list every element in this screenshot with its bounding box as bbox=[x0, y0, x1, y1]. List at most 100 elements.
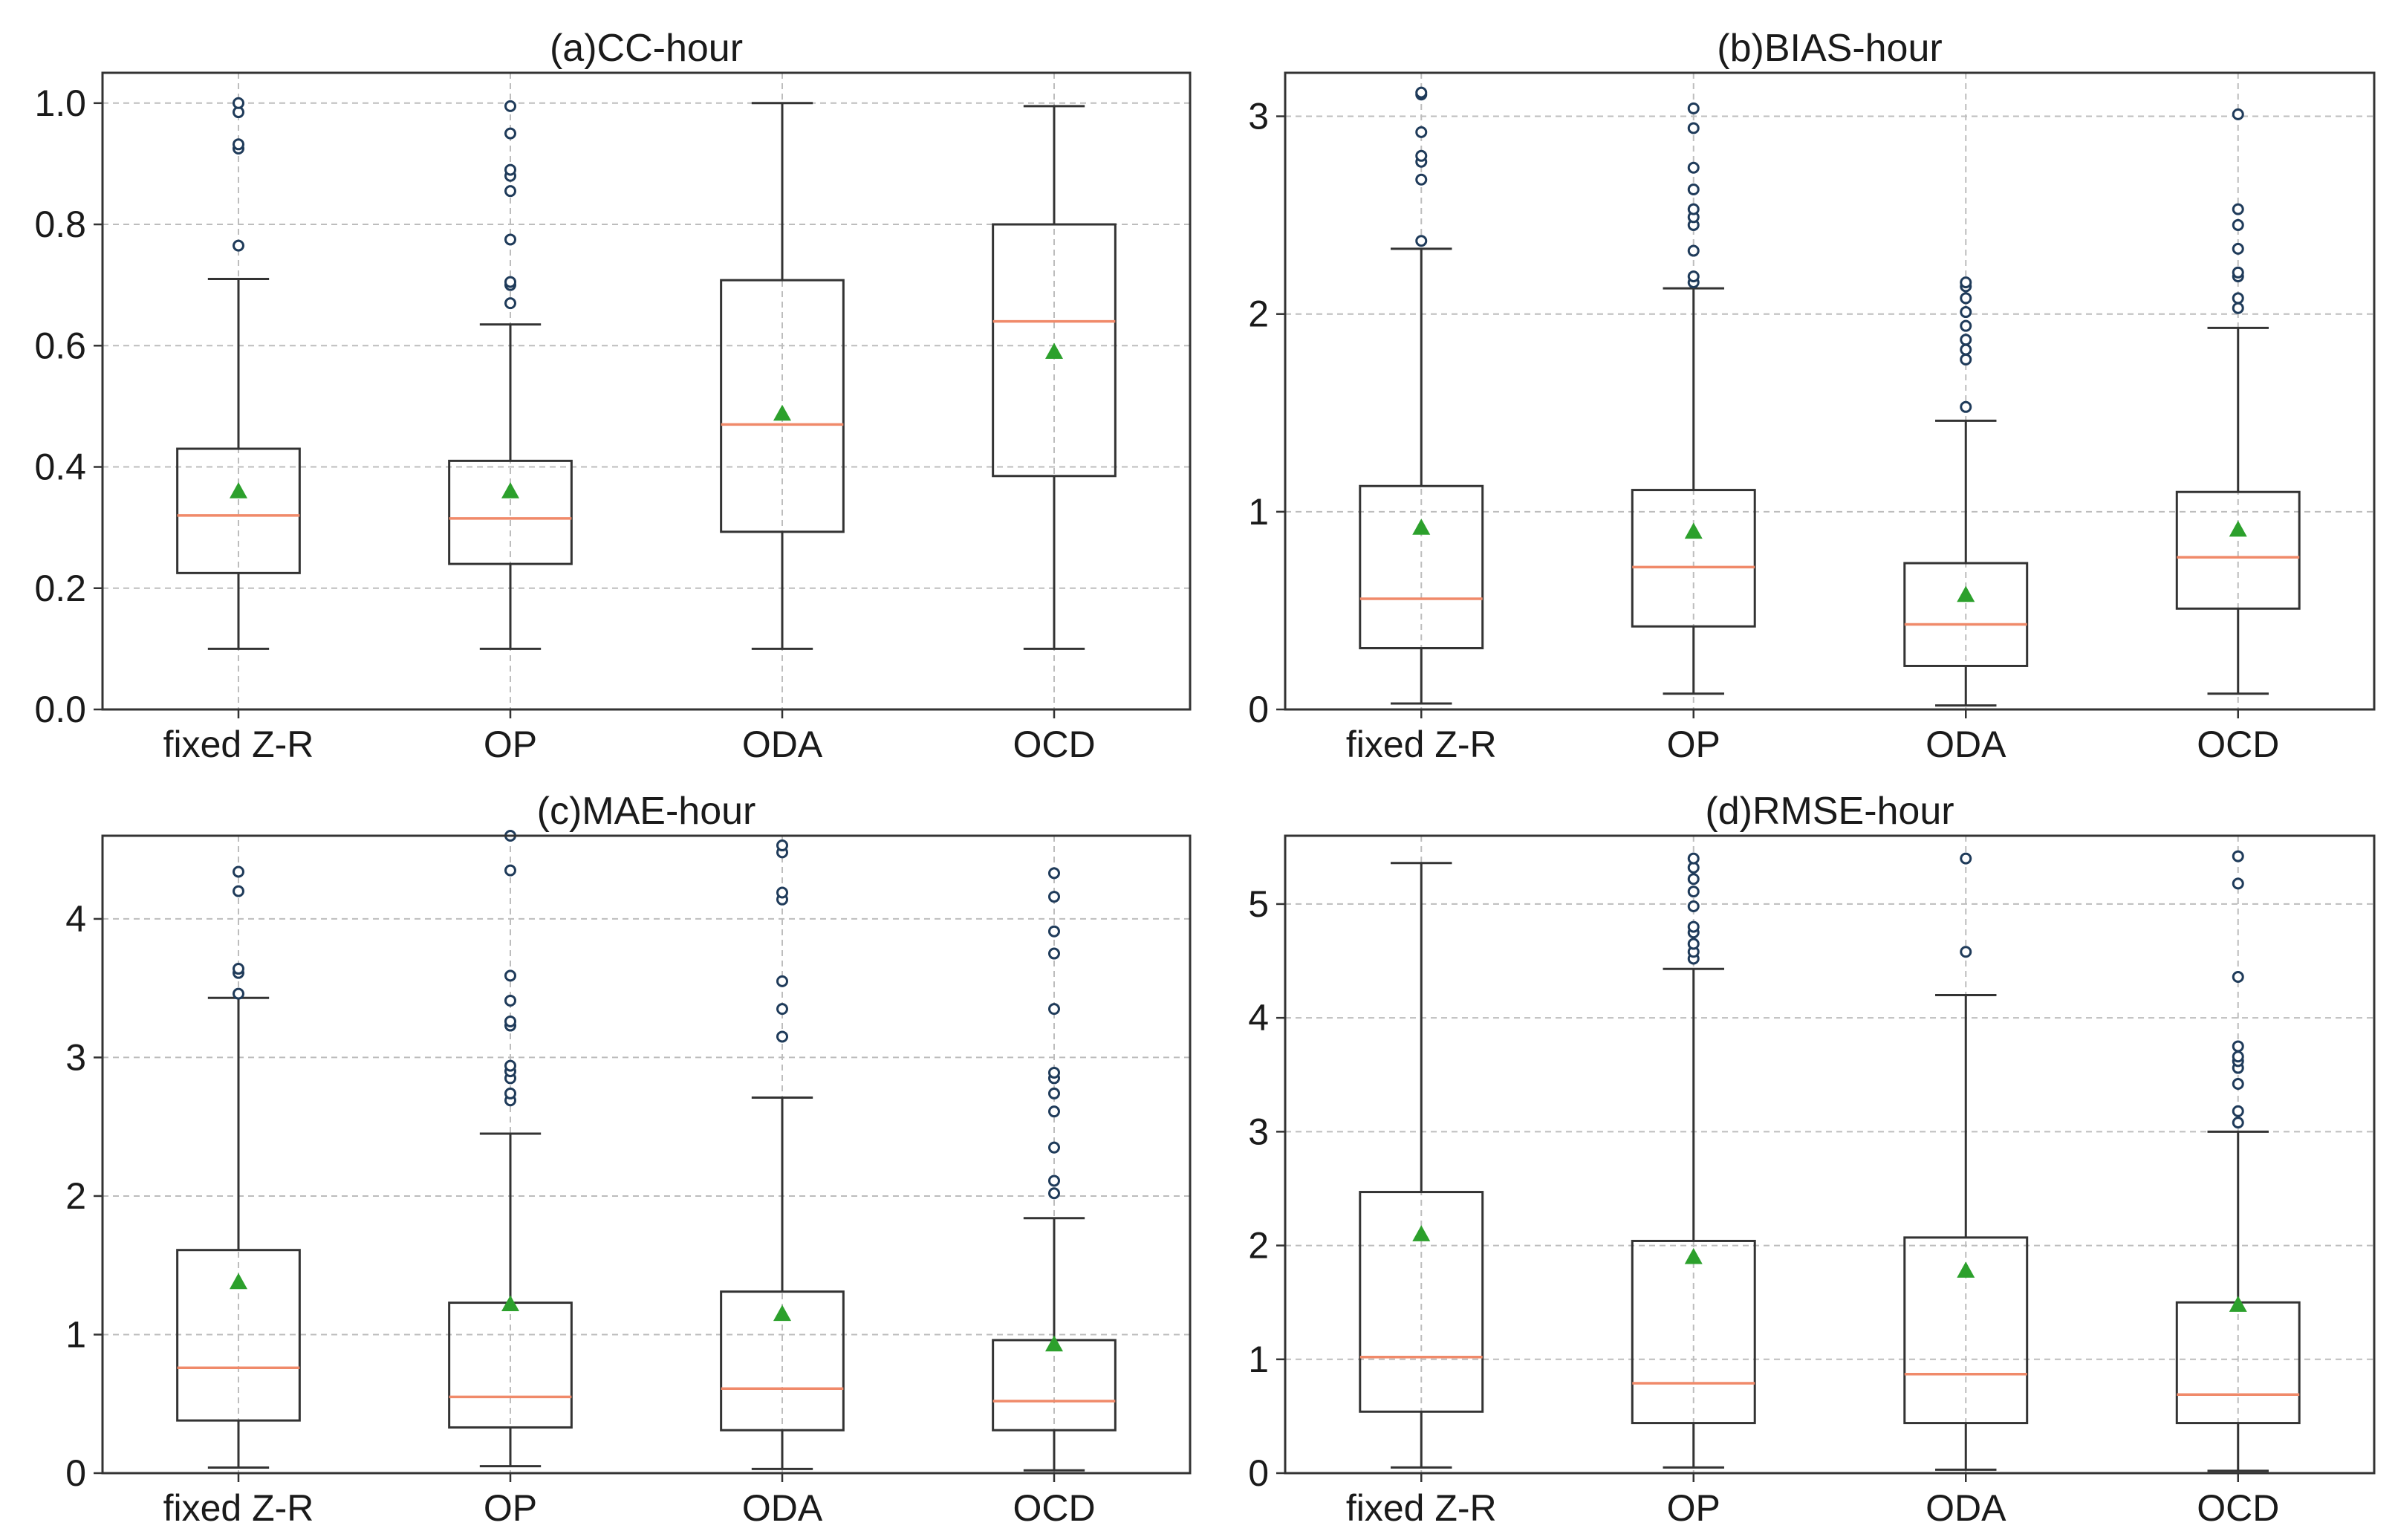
y-tick-label: 2 bbox=[1248, 293, 1269, 335]
box-iqr bbox=[176, 1249, 301, 1422]
mean-marker bbox=[1684, 1247, 1703, 1264]
outlier-point bbox=[1048, 1187, 1060, 1200]
box-fixed-z-r bbox=[176, 865, 301, 1469]
x-tick-label: ODA bbox=[742, 1487, 823, 1529]
box-fixed-z-r bbox=[176, 97, 301, 650]
outlier-point bbox=[2232, 218, 2244, 231]
outlier-point bbox=[2232, 877, 2244, 890]
box-oda bbox=[720, 839, 845, 1470]
plot-frame bbox=[101, 834, 1192, 1475]
outlier-point bbox=[2232, 302, 2244, 314]
y-tick-label: 4 bbox=[65, 898, 86, 940]
box-op bbox=[448, 100, 573, 650]
outlier-point bbox=[1048, 1105, 1060, 1118]
outlier-point bbox=[1960, 292, 1972, 305]
outlier-point bbox=[2232, 850, 2244, 862]
y-tick-label: 5 bbox=[1248, 883, 1269, 925]
mean-marker bbox=[2229, 520, 2247, 537]
outlier-point bbox=[504, 185, 516, 198]
outlier-point bbox=[233, 963, 244, 975]
outlier-point bbox=[2232, 266, 2244, 279]
mean-marker bbox=[773, 1305, 791, 1322]
outlier-point bbox=[1048, 1141, 1060, 1154]
x-tick-label: ODA bbox=[1926, 1487, 2006, 1529]
outlier-point bbox=[1687, 122, 1700, 134]
x-tick-label: OCD bbox=[2197, 1487, 2279, 1529]
outlier-point bbox=[1687, 852, 1700, 865]
outlier-point bbox=[776, 886, 788, 899]
outlier-point bbox=[776, 1030, 788, 1043]
outlier-point bbox=[1415, 149, 1428, 162]
box-iqr bbox=[1631, 489, 1756, 628]
outlier-point bbox=[1048, 1003, 1060, 1016]
x-tick-label: OP bbox=[484, 724, 537, 765]
outlier-point bbox=[504, 1059, 516, 1072]
chart-title: (b)BIAS-hour bbox=[1717, 27, 1942, 70]
outlier-point bbox=[1960, 946, 1972, 958]
chart-cc-hour: 0.0 0.2 0.4 0.6 0.8 1.0 fixed Z-R OP ODA OCD (a)CC… bbox=[34, 27, 1192, 765]
outlier-point bbox=[1687, 203, 1700, 215]
mean-marker bbox=[1957, 585, 1975, 602]
x-tick-label: ODA bbox=[742, 724, 823, 765]
mean-marker bbox=[1412, 519, 1431, 535]
x-tick-label: OCD bbox=[1013, 1487, 1095, 1529]
mean-marker bbox=[501, 1295, 519, 1312]
box-iqr bbox=[1903, 562, 2029, 667]
outlier-point bbox=[1687, 270, 1700, 283]
box-iqr bbox=[176, 447, 301, 574]
outlier-point bbox=[504, 276, 516, 288]
outlier-point bbox=[1415, 126, 1428, 138]
outlier-point bbox=[2232, 1040, 2244, 1053]
mean-marker bbox=[773, 404, 791, 421]
box-fixed-z-r bbox=[1359, 86, 1484, 705]
outlier-point bbox=[2232, 1105, 2244, 1117]
outlier-point bbox=[776, 975, 788, 987]
box-op bbox=[1631, 852, 1756, 1469]
outlier-point bbox=[2232, 1050, 2244, 1063]
outlier-point bbox=[1960, 276, 1972, 289]
plot-frame bbox=[101, 71, 1192, 711]
y-tick-label: 0.6 bbox=[34, 325, 86, 366]
outlier-point bbox=[1048, 925, 1060, 938]
mean-marker bbox=[1412, 1225, 1431, 1241]
box-iqr bbox=[2175, 1301, 2301, 1425]
y-tick-label: 3 bbox=[1248, 1111, 1269, 1152]
box-ocd bbox=[992, 867, 1117, 1472]
box-iqr bbox=[2175, 490, 2301, 610]
x-tick-label: fixed Z-R bbox=[163, 1487, 314, 1529]
outlier-point bbox=[1687, 161, 1700, 174]
mean-marker bbox=[1045, 1335, 1063, 1352]
outlier-point bbox=[233, 97, 244, 109]
outlier-point bbox=[1960, 319, 1972, 332]
box-iqr bbox=[720, 279, 845, 533]
box-fixed-z-r bbox=[1359, 862, 1484, 1469]
x-tick-label: fixed Z-R bbox=[163, 724, 314, 765]
y-tick-label: 0.8 bbox=[34, 204, 86, 245]
y-tick-label: 0.2 bbox=[34, 568, 86, 609]
box-oda bbox=[1903, 276, 2029, 707]
outlier-point bbox=[1048, 947, 1060, 960]
outlier-point bbox=[1687, 102, 1700, 114]
y-tick-label: 0.4 bbox=[34, 446, 86, 488]
outlier-point bbox=[1687, 886, 1700, 898]
outlier-point bbox=[504, 127, 516, 140]
outlier-point bbox=[1048, 891, 1060, 903]
outlier-point bbox=[233, 885, 244, 897]
x-tick-label: OCD bbox=[1013, 724, 1095, 765]
x-tick-label: OP bbox=[1667, 1487, 1720, 1529]
box-iqr bbox=[720, 1290, 845, 1432]
outlier-point bbox=[1960, 306, 1972, 319]
box-op bbox=[1631, 102, 1756, 695]
outlier-point bbox=[233, 987, 244, 1000]
mean-marker bbox=[501, 482, 519, 498]
x-tick-label: fixed Z-R bbox=[1346, 1487, 1497, 1529]
outlier-point bbox=[776, 1003, 788, 1016]
outlier-point bbox=[233, 138, 244, 151]
y-tick-label: 3 bbox=[65, 1036, 86, 1078]
y-tick-label: 1 bbox=[65, 1313, 86, 1355]
mean-marker bbox=[1045, 342, 1063, 360]
chart-title: (d)RMSE-hour bbox=[1705, 790, 1954, 833]
mean-marker bbox=[2229, 1296, 2247, 1312]
outlier-point bbox=[504, 994, 516, 1007]
chart-mae-hour: 0 1 2 3 4 fixed Z-R OP ODA OCD (c)MAE-hour bbox=[65, 790, 1192, 1529]
